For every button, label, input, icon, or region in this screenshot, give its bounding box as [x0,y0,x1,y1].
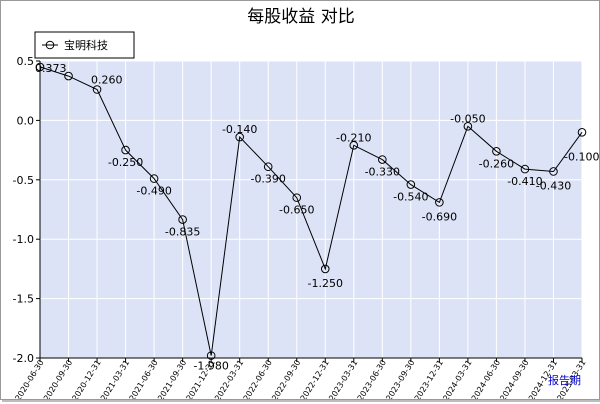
y-tick-label: 0.0 [17,114,35,127]
data-label: -0.260 [479,157,514,170]
data-label: -0.835 [165,226,200,239]
x-tick-label: 2021-06-30 [128,358,160,399]
data-point [435,198,444,207]
data-point [149,174,159,183]
x-tick-label: 2022-06-30 [242,358,274,399]
y-axis: 0.5 0.0 -0.5 -1.0 -1.5 -2.0 [13,55,41,365]
x-tick-label: 2023-03-31 [327,358,359,399]
x-tick-label: 2024-06-30 [470,358,502,399]
y-tick-label: -1.0 [13,233,34,246]
data-label: -0.540 [393,191,428,204]
x-tick-label: 2021-03-31 [99,358,131,399]
x-tick-label: 2024-09-30 [498,358,530,399]
data-label: -0.410 [507,175,542,188]
x-tick-label: 2021-09-30 [156,358,188,399]
y-tick-label: 0.5 [17,55,35,68]
data-labels: 0.373 0.260 -0.250 -0.490 -0.835 -1.980 -0.140… [35,62,599,373]
data-point [292,193,302,202]
data-point [349,141,359,150]
data-point [206,351,216,360]
data-label: -1.250 [308,277,343,290]
data-label: -0.210 [336,131,371,144]
data-label: -0.690 [422,210,457,223]
data-label: -0.330 [365,166,400,179]
data-point [121,145,130,155]
data-label: 0.373 [35,62,67,75]
data-label: 0.260 [91,74,123,87]
data-point [178,215,187,224]
series-layer [35,62,587,360]
data-point [577,127,587,137]
data-label: -1.980 [193,360,228,373]
x-tick-label: 2024-03-31 [441,358,473,399]
data-label: -0.390 [250,173,285,186]
x-tick-label: 2022-09-30 [270,358,302,399]
data-label: -0.650 [279,204,314,217]
data-point [549,167,558,176]
data-point [64,71,73,81]
x-tick-label: 2020-12-31 [70,358,102,399]
x-axis-title: 报告期 [548,373,581,387]
data-label: -0.490 [136,185,171,198]
data-label: -0.100 [564,150,599,163]
data-point [92,85,102,94]
data-label: -0.050 [450,112,485,125]
data-point [35,62,45,72]
data-point [520,164,530,174]
x-axis: 2020-06-302020-09-302020-12-312021-03-31… [13,357,588,402]
data-point [378,155,387,164]
legend[interactable]: 宝明科技 [34,31,135,59]
data-point [492,146,501,156]
legend-marker [45,40,55,50]
x-tick-label: 2023-09-30 [384,358,416,399]
grid-lines [39,60,583,359]
x-tick-label: 2022-12-31 [299,358,331,399]
data-label: -0.430 [536,179,571,192]
series-line [39,66,583,356]
x-tick-label: 2023-12-31 [413,358,445,399]
y-tick-label: -1.5 [13,293,34,306]
chart-title: 每股收益 对比 [247,7,354,27]
x-tick-label: 2020-09-30 [42,358,74,399]
plot-area [40,61,582,358]
data-label: -0.250 [108,156,143,169]
x-tick-label: 2023-06-30 [356,358,388,399]
data-point [263,162,273,172]
data-point [320,264,330,274]
data-label: -0.140 [222,123,257,136]
legend-label: 宝明科技 [64,38,108,52]
y-tick-label: -0.5 [13,174,34,187]
y-tick-label: -2.0 [13,352,34,365]
data-point [235,132,244,142]
data-point [463,122,473,131]
data-point [406,180,416,189]
